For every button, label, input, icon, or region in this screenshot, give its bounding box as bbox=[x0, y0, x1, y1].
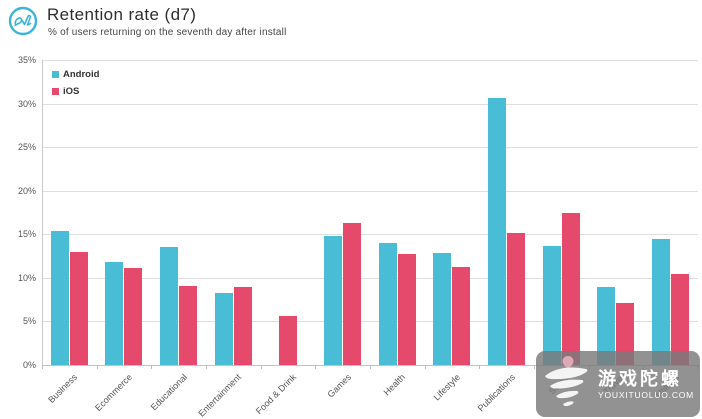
watermark-text: 游戏陀螺 YOUXITUOLUO.COM bbox=[598, 368, 694, 401]
chart-legend: Android iOS bbox=[52, 66, 99, 100]
watermark-badge: 游戏陀螺 YOUXITUOLUO.COM bbox=[536, 351, 700, 417]
bar-group bbox=[643, 60, 698, 365]
y-axis-line bbox=[42, 60, 43, 369]
legend-label: Android bbox=[63, 69, 100, 80]
legend-swatch-icon bbox=[52, 71, 59, 78]
bar-ios bbox=[278, 316, 297, 365]
legend-label: iOS bbox=[63, 86, 80, 97]
watermark-cn-label: 游戏陀螺 bbox=[598, 368, 682, 389]
bar-android bbox=[433, 252, 452, 365]
bar-android bbox=[160, 247, 179, 365]
gridline bbox=[42, 147, 698, 149]
y-axis-label: 0% bbox=[22, 360, 36, 370]
bar-android bbox=[324, 236, 343, 365]
legend-item-ios: iOS bbox=[52, 83, 99, 100]
y-axis-label: 20% bbox=[17, 185, 36, 196]
bar-group bbox=[425, 60, 480, 365]
bar-ios bbox=[124, 268, 143, 365]
bar-android bbox=[542, 245, 561, 365]
bar-ios bbox=[507, 232, 526, 365]
y-axis-label: 5% bbox=[22, 316, 36, 327]
legend-swatch-icon bbox=[52, 88, 59, 95]
bar-group bbox=[261, 60, 316, 365]
gridline bbox=[42, 103, 698, 105]
bar-android bbox=[597, 286, 616, 365]
x-axis-tick bbox=[315, 365, 317, 369]
watermark-en-label: YOUXITUOLUO.COM bbox=[598, 389, 695, 400]
x-axis-tick bbox=[260, 365, 262, 369]
legend-item-android: Android bbox=[52, 66, 99, 83]
bar-android bbox=[50, 230, 69, 365]
gridline bbox=[42, 60, 698, 61]
bar-ios bbox=[452, 267, 471, 365]
bar-group bbox=[151, 60, 206, 365]
bar-ios bbox=[343, 222, 362, 365]
x-axis-tick bbox=[96, 365, 98, 369]
x-axis-tick bbox=[534, 365, 535, 369]
x-axis-tick bbox=[151, 365, 153, 369]
gridline bbox=[42, 234, 698, 236]
y-axis-label: 35% bbox=[17, 55, 36, 65]
bar-group bbox=[589, 60, 644, 365]
bar-ios bbox=[561, 213, 580, 365]
bar-group bbox=[206, 60, 261, 365]
bar-ios bbox=[179, 285, 198, 365]
appsee-logo-icon bbox=[8, 6, 38, 36]
bar-android bbox=[105, 262, 124, 365]
y-axis-label: 30% bbox=[17, 98, 36, 109]
chart-header: Retention rate (d7) % of users returning… bbox=[0, 0, 702, 52]
page-subtitle: % of users returning on the seventh day … bbox=[48, 27, 287, 38]
bar-android bbox=[214, 292, 233, 365]
y-axis-label: 15% bbox=[17, 229, 36, 240]
bar-android bbox=[488, 98, 507, 365]
bar-ios bbox=[671, 274, 690, 365]
bar-group bbox=[370, 60, 425, 365]
x-axis-tick bbox=[424, 365, 426, 369]
x-axis-tick bbox=[206, 365, 207, 369]
bar-android bbox=[652, 238, 671, 365]
page-title: Retention rate (d7) bbox=[47, 5, 197, 24]
gridline bbox=[42, 277, 698, 279]
bar-group bbox=[534, 60, 589, 365]
bar-ios bbox=[616, 303, 635, 365]
bar-group bbox=[315, 60, 370, 365]
bar-android bbox=[378, 243, 397, 365]
x-axis-tick bbox=[370, 365, 371, 369]
bar-ios bbox=[233, 286, 252, 365]
x-axis-label: Business bbox=[46, 372, 80, 405]
gridline bbox=[42, 190, 698, 192]
bar-ios bbox=[397, 254, 416, 365]
bar-ios bbox=[69, 251, 88, 365]
gridline bbox=[42, 321, 698, 323]
bar-group bbox=[42, 60, 97, 365]
y-axis-label: 10% bbox=[17, 272, 36, 283]
bar-group bbox=[97, 60, 152, 365]
x-axis-tick bbox=[479, 365, 481, 369]
y-axis-label: 25% bbox=[17, 142, 36, 153]
spinning-top-icon bbox=[545, 356, 588, 407]
bar-group bbox=[479, 60, 534, 365]
x-axis-tick bbox=[42, 365, 43, 369]
